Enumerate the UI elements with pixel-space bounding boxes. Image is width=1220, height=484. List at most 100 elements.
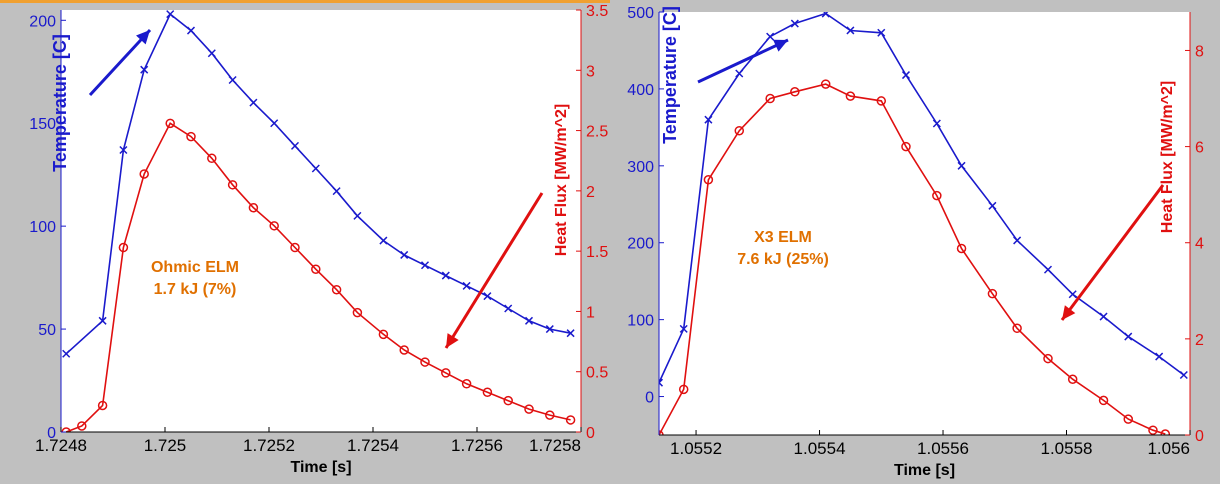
panel-1-heat-flux-point <box>269 221 279 231</box>
panel-2-x-axis-label: Time [s] <box>894 462 955 479</box>
panel-2-x-tick-label: 1.0558 <box>1041 439 1093 458</box>
panel-2-elm-annotation-line: 7.6 kJ (25%) <box>737 251 829 268</box>
panel-2-temperature-point <box>932 119 941 128</box>
panel-2-heat-flux-point <box>1098 395 1109 406</box>
panel-2-temperature-point <box>1155 352 1164 361</box>
panel-1-temperature-arrow-shaft <box>88 28 152 97</box>
panel-2-temperature-arrow-head <box>773 39 788 52</box>
panel-2-heat-flux-point <box>820 79 831 89</box>
panel-1-x-tick-label: 1.7252 <box>243 436 295 455</box>
panel-1-temperature-point <box>524 316 534 325</box>
panel-1-heat-flux-point <box>331 284 342 295</box>
panel-1-heat-flux-point <box>378 329 389 340</box>
panel-2-heat-flux-point <box>1012 323 1022 334</box>
panel-1-temperature-point <box>483 292 492 301</box>
panel-2-temperature-point <box>766 32 775 41</box>
panel-1-heat-flux-point <box>311 264 321 274</box>
panel-1-x-tick-label: 1.7258 <box>529 436 581 455</box>
panel-1-x-tick-label: 1.7254 <box>347 436 399 455</box>
panel-2-temperature-point <box>1124 332 1133 341</box>
panel-1-x-tick-label: 1.725 <box>144 436 187 455</box>
panel-1-heat-flux-point <box>165 118 175 129</box>
panel-1-heat-flux-point <box>186 131 196 142</box>
panel-1-temperature-point <box>332 187 341 196</box>
panel-1-temperature-point <box>98 316 107 325</box>
panel-1-temperature-point <box>270 119 279 128</box>
panel-2-heat-flux-point <box>901 141 911 152</box>
panel-1-heat-flux-axis-label: Heat Flux [MW/m^2] <box>553 104 570 256</box>
panel-2-temperature-point <box>1179 370 1188 380</box>
panel-2-plot-content <box>659 12 1188 435</box>
panel-2-heat-flux-point <box>1160 429 1171 435</box>
panel-1-heat-flux-arrow-head <box>446 333 459 348</box>
panel-2-heat-flux-point <box>956 243 967 254</box>
panel-1-temperature-point <box>228 75 237 85</box>
panel-1-left-tick-label: 100 <box>29 219 56 236</box>
panel-1-temperature-point <box>400 250 409 259</box>
panel-1-heat-flux-line <box>65 122 571 432</box>
panel-2-temperature-point <box>1043 265 1053 274</box>
panel-1-x-tick-label: 1.7248 <box>35 436 87 455</box>
panel-1-heat-flux-point <box>545 410 555 420</box>
panel-1-temperature-point <box>140 65 149 74</box>
panel-2-heat-flux-arrow-head <box>1062 305 1076 320</box>
panel-2-heat-flux-point <box>845 91 856 101</box>
panel-2-temperature-point <box>704 115 713 124</box>
panel-1-left-tick-label: 0 <box>47 425 56 442</box>
panel-2-left-tick-label: 500 <box>627 5 654 22</box>
panel-1-elm-annotation-line: 1.7 kJ (7%) <box>154 281 237 298</box>
panel-2-left-tick-label: 0 <box>645 390 654 407</box>
panel-2-temperature-point <box>1013 236 1022 245</box>
panel-1-heat-flux-point <box>290 242 300 253</box>
panel-1-heat-flux-point <box>207 153 217 164</box>
panel-1-temperature-point <box>545 325 554 334</box>
panel-1-heat-flux-point <box>441 368 451 378</box>
panel-2-right-tick-label: 6 <box>1195 140 1204 157</box>
panel-2-temperature-point <box>1099 312 1108 321</box>
panel-2-right-tick-label: 4 <box>1195 236 1204 253</box>
panel-2-temperature-point <box>1068 290 1077 299</box>
panel-1-heat-flux-point <box>565 415 576 425</box>
panel-1-temperature-point <box>119 145 128 155</box>
panel-1-left-tick-label: 50 <box>38 322 56 339</box>
top-accent-strip <box>0 0 610 3</box>
panel-1-right-tick-label: 0.5 <box>586 365 608 382</box>
panel-2-plot-area <box>659 12 1190 435</box>
panel-1-temperature-point <box>420 261 430 270</box>
panel-2-right-tick-label: 0 <box>1195 428 1204 445</box>
panel-2-temperature-line <box>659 12 1185 384</box>
panel-2-x-tick-label: 1.0554 <box>794 439 846 458</box>
panel-2-heat-flux-point <box>876 96 887 106</box>
panel-1-heat-flux-point <box>503 395 513 406</box>
panel-2-temperature-arrow-shaft <box>697 38 789 84</box>
panel-2-temperature-point <box>901 71 911 80</box>
panel-1-right-tick-label: 2.5 <box>586 124 608 141</box>
panel-2-heat-flux-line <box>659 83 1166 435</box>
panel-2-heat-flux-point <box>1043 353 1053 364</box>
panel-2-x-tick-label: 1.0552 <box>670 439 722 458</box>
panel-1-temperature-point <box>207 49 216 58</box>
panel-1-temperature-point <box>353 211 362 220</box>
panel-1-temperature-point <box>249 98 258 107</box>
panel-1-temperature-point <box>379 236 388 245</box>
panel-1-heat-flux-point <box>461 379 472 389</box>
panel-2-temperature-point <box>821 12 830 18</box>
panel-1-plot-area <box>61 10 581 432</box>
panel-1-heat-flux-point <box>77 421 87 431</box>
panel-1-plot-content <box>61 10 576 432</box>
panel-1-temperature-point <box>166 10 175 19</box>
panel-2-heat-flux-point <box>1123 414 1134 424</box>
panel-1-temperature-point <box>186 26 196 35</box>
panel-2-heat-flux-point <box>790 87 800 97</box>
panel-1-x-tick-label: 1.7256 <box>451 436 503 455</box>
panel-1-right-tick-label: 1 <box>586 304 595 321</box>
panel-2-right-tick-label: 8 <box>1195 43 1204 60</box>
panel-2-temperature-axis-label: Temperature [C] <box>660 6 680 144</box>
panel-2-temperature-point <box>790 19 799 28</box>
panel-1-temperature-axis-label: Temperature [C] <box>50 34 70 172</box>
panel-2-left-tick-label: 200 <box>627 236 654 253</box>
panel-2-heat-flux-axis-label: Heat Flux [MW/m^2] <box>1159 81 1176 233</box>
panel-2-temperature-point <box>679 324 688 333</box>
panel-1-heat-flux-point <box>227 180 238 190</box>
panel-2-heat-flux-point <box>1067 374 1078 384</box>
